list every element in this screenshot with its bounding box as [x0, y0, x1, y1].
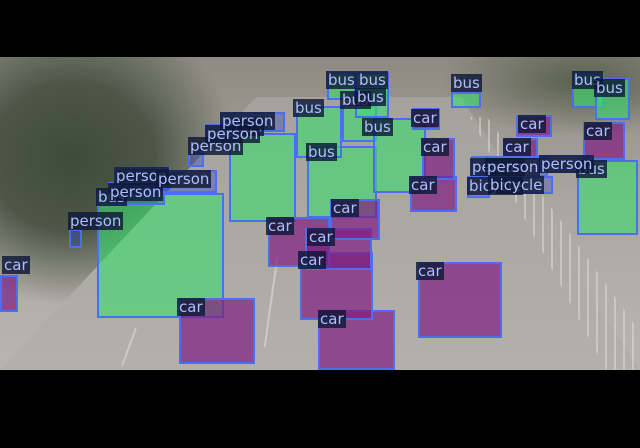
car-detection-label: car [411, 109, 439, 127]
person-detection-label: person [539, 155, 595, 173]
bus-detection-label: bus [594, 79, 625, 97]
bicycle-detection-label: bicycle [488, 176, 545, 194]
car-detection-label: car [2, 256, 30, 274]
person-detection-label: person [108, 183, 164, 201]
person-detection-label: person [114, 167, 170, 185]
car-detection-label: car [331, 199, 359, 217]
car-detection-box [0, 275, 18, 312]
bus-detection-label: bus [355, 88, 386, 106]
bus-detection-label: bus [357, 71, 388, 89]
car-detection-label: car [416, 262, 444, 280]
car-detection-label: car [584, 122, 612, 140]
bus-detection-label: bus [451, 74, 482, 92]
car-detection-label: car [307, 228, 335, 246]
car-detection-label: car [421, 138, 449, 156]
car-detection-label: car [318, 310, 346, 328]
car-detection-label: car [177, 298, 205, 316]
person-detection-label: person [156, 170, 212, 188]
bus-detection-box [451, 92, 481, 108]
person-detection-label: person [485, 158, 541, 176]
car-detection-label: car [266, 217, 294, 235]
car-detection-label: car [518, 115, 546, 133]
car-detection-label: car [298, 251, 326, 269]
person-detection-box [69, 229, 82, 248]
car-detection-label: car [503, 138, 531, 156]
bus-detection-label: bus [326, 71, 357, 89]
car-detection-label: car [409, 176, 437, 194]
bus-detection-label: bus [306, 143, 337, 161]
person-detection-label: person [220, 112, 276, 130]
bus-detection-box [577, 160, 638, 235]
person-detection-label: person [68, 212, 124, 230]
bus-detection-label: bus [293, 99, 324, 117]
bus-detection-label: bus [362, 118, 393, 136]
